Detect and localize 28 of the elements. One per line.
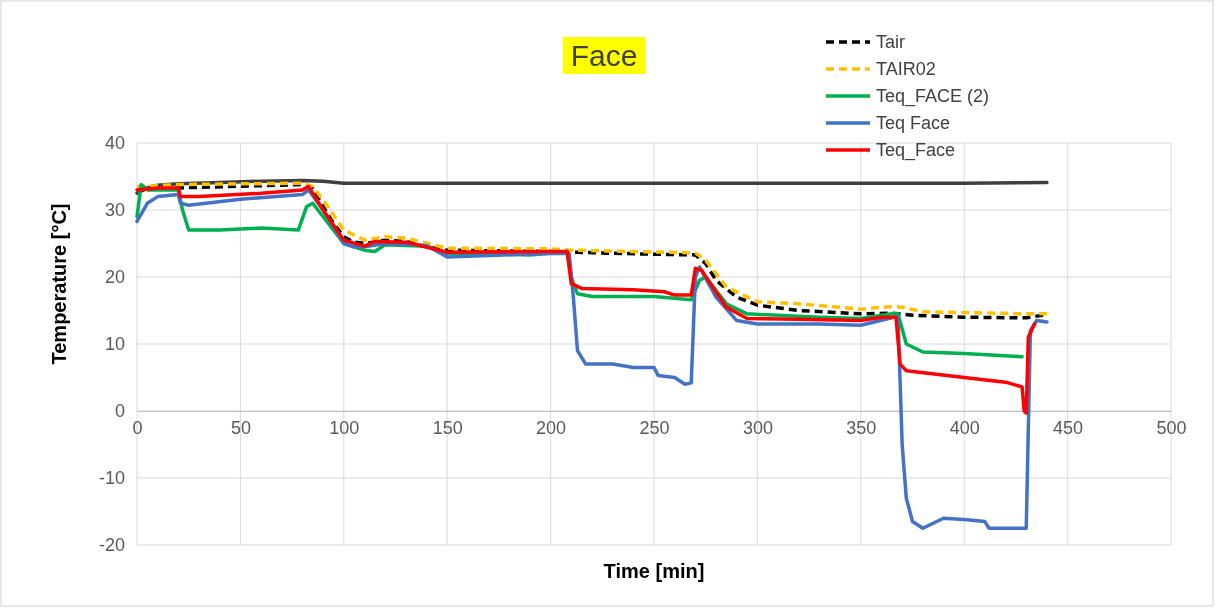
x-tick-label: 400: [949, 417, 980, 438]
y-tick-label: 20: [104, 267, 125, 288]
y-tick-label: -20: [98, 535, 125, 556]
y-tick-label: -10: [98, 468, 125, 489]
y-tick-label: 30: [104, 200, 125, 221]
x-tick-label: 200: [536, 417, 567, 438]
line-series: [135, 184, 1037, 415]
legend-label: Teq_Face: [876, 140, 956, 161]
line-series: [135, 178, 1049, 195]
x-tick-label: 50: [230, 417, 251, 438]
legend-label: Tair: [876, 32, 906, 52]
chart-title: Face: [570, 39, 638, 72]
y-tick-label: 40: [104, 133, 125, 154]
y-tick-label: 0: [114, 401, 125, 422]
x-tick-label: 350: [846, 417, 877, 438]
x-tick-label: 0: [132, 417, 143, 438]
x-tick-label: 300: [742, 417, 773, 438]
x-tick-label: 450: [1053, 417, 1084, 438]
x-tick-label: 100: [329, 417, 360, 438]
legend-label: Teq Face: [876, 113, 951, 133]
x-tick-label: 500: [1156, 417, 1187, 438]
y-tick-label: 10: [104, 334, 125, 355]
x-axis-title: Time [min]: [603, 560, 705, 582]
legend-label: TAIR02: [876, 59, 936, 79]
x-tick-label: 150: [432, 417, 463, 438]
x-tick-label: 250: [639, 417, 670, 438]
legend-label: Teq_FACE (2): [876, 86, 990, 107]
y-axis-title: Temperature [°C]: [48, 203, 70, 365]
